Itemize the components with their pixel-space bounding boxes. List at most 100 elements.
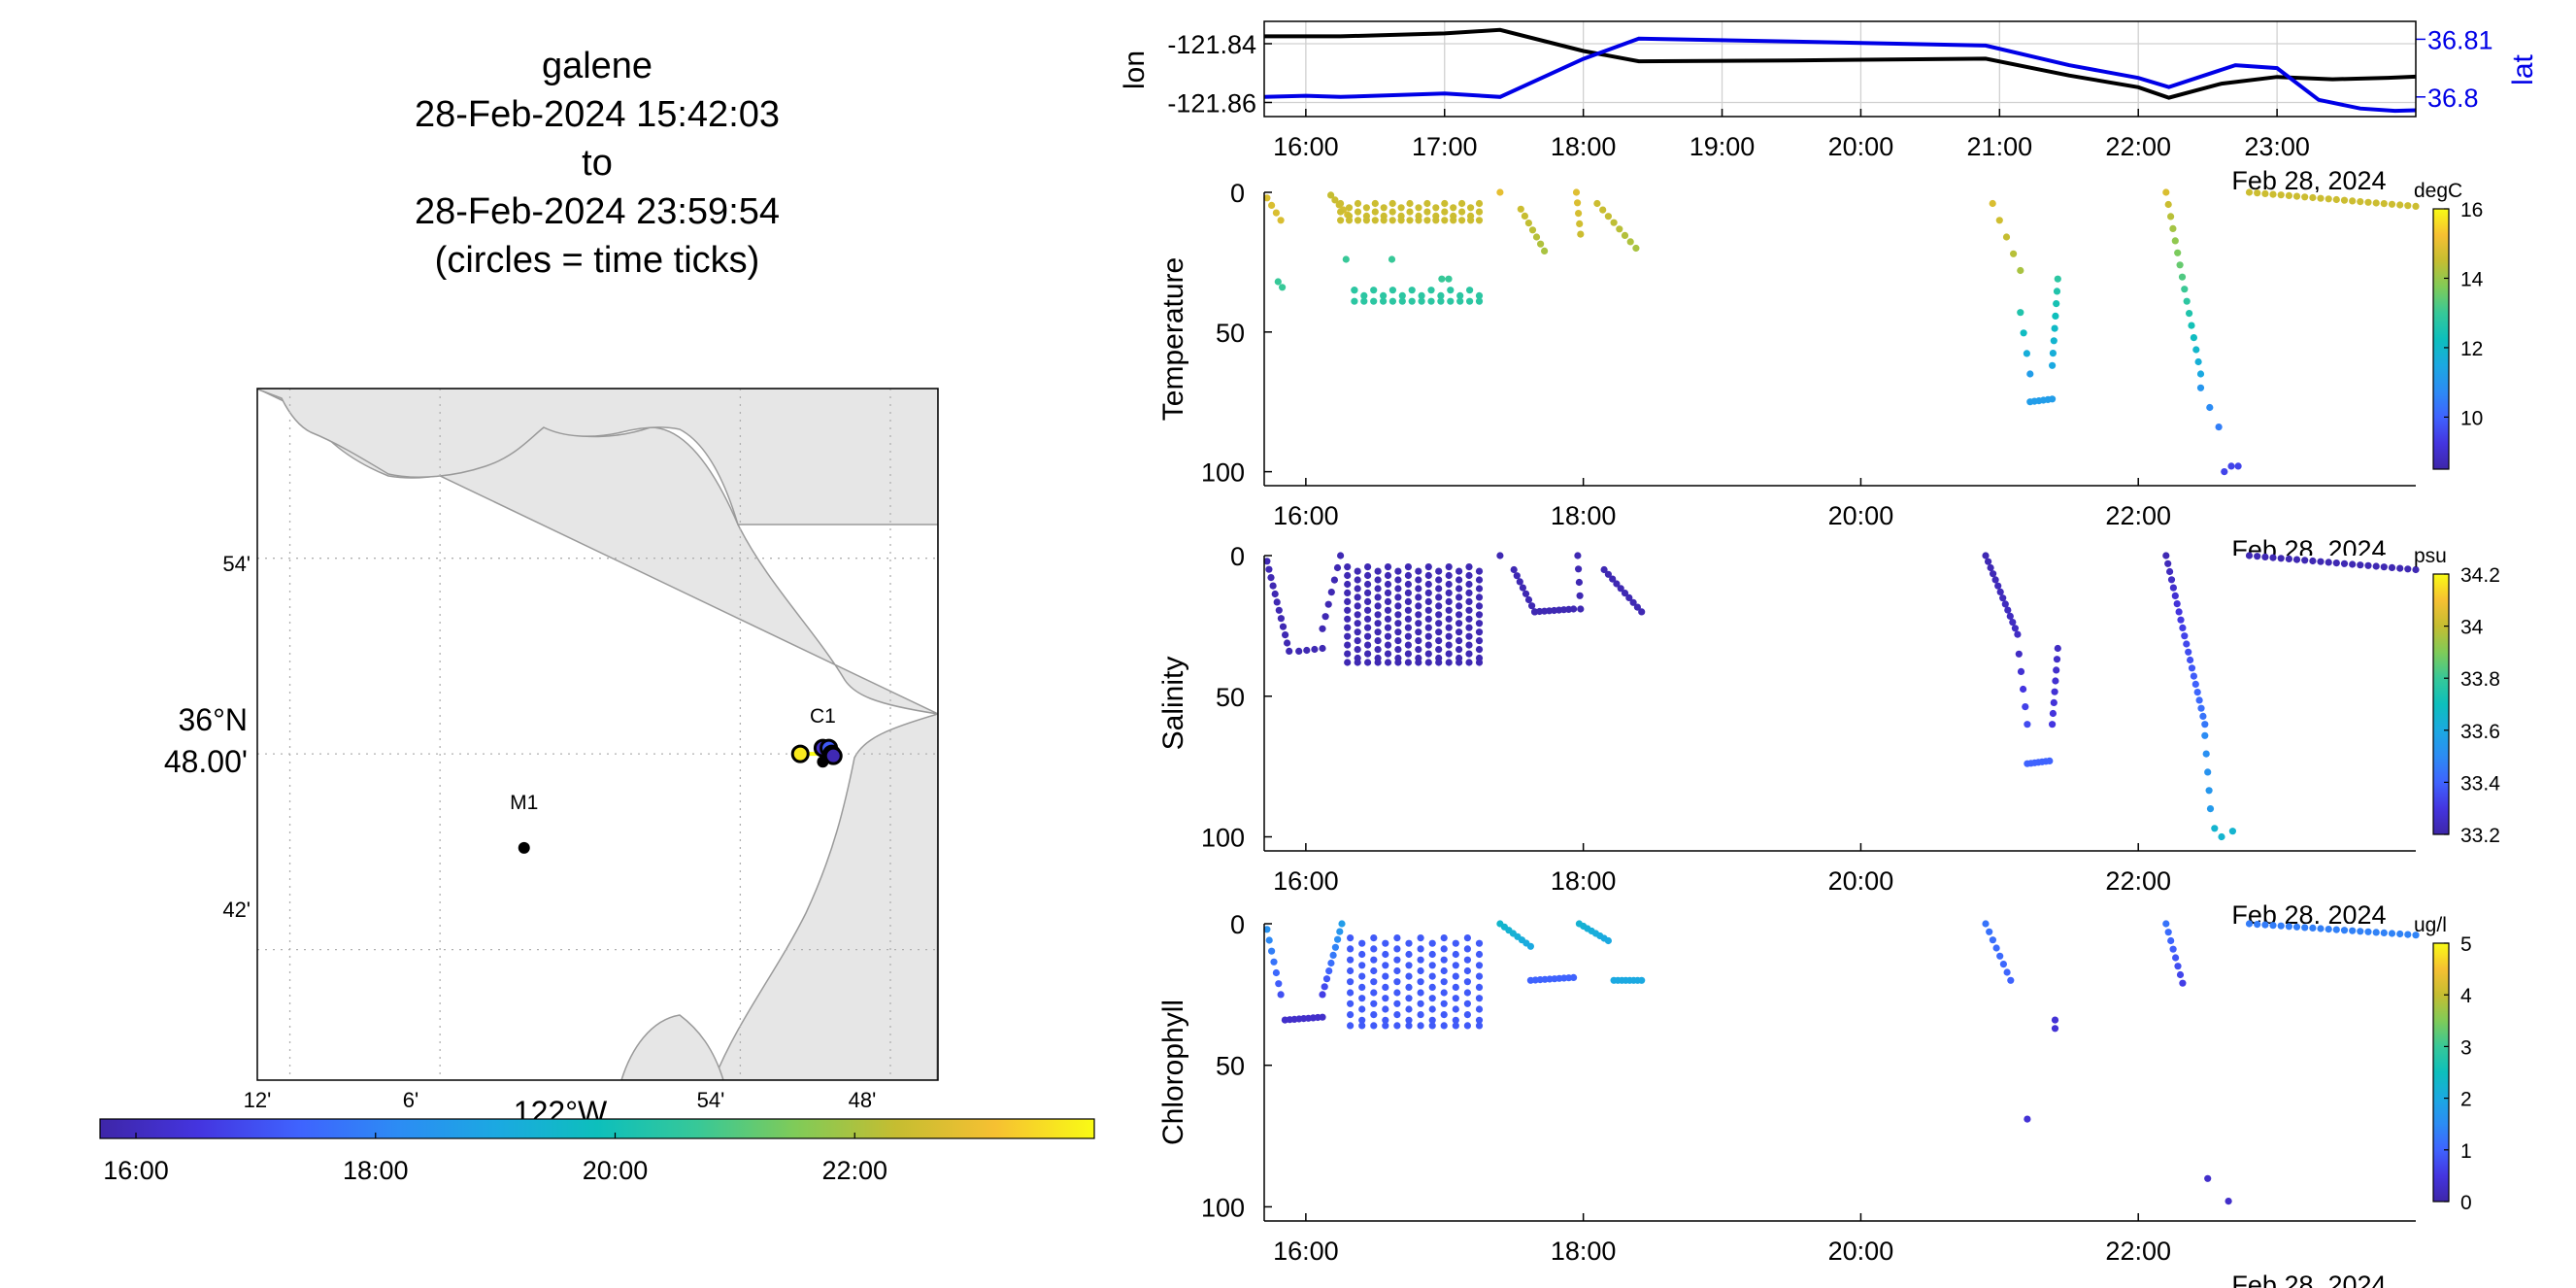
temperature-point xyxy=(1632,244,1640,253)
temperature-y-tick-label: 100 xyxy=(1201,458,1245,488)
chlorophyll-point xyxy=(1370,989,1378,997)
salinity-point xyxy=(1344,615,1352,623)
temperature-point xyxy=(1279,284,1287,291)
chlorophyll-point xyxy=(1452,962,1459,969)
salinity-point xyxy=(1519,584,1526,592)
salinity-point xyxy=(1465,650,1473,658)
salinity-point xyxy=(2171,592,2179,600)
salinity-point xyxy=(1394,659,1402,666)
salinity-point xyxy=(1575,565,1583,573)
temperature-point xyxy=(1272,209,1280,217)
chlorophyll-point xyxy=(1463,1011,1471,1019)
temperature-point xyxy=(1388,217,1396,224)
chlorophyll-point xyxy=(1405,1016,1413,1024)
chlorophyll-point xyxy=(1417,956,1424,964)
temperature-point xyxy=(1345,204,1354,212)
salinity-point xyxy=(1475,576,1484,584)
salinity-point xyxy=(1445,580,1453,589)
map-x-tick-6: 6' xyxy=(403,1088,418,1112)
temperature-point xyxy=(1397,217,1405,224)
chlorophyll-point xyxy=(1347,966,1355,975)
chlorophyll-point xyxy=(2269,922,2277,930)
temperature-point xyxy=(1370,287,1378,294)
temperature-point xyxy=(1354,199,1362,208)
chlorophyll-point xyxy=(2380,929,2388,937)
salinity-point xyxy=(1415,646,1422,654)
temperature-point xyxy=(1467,204,1475,212)
chlorophyll-point xyxy=(1321,983,1328,991)
temperature-point xyxy=(1610,219,1618,226)
salinity-point xyxy=(1415,637,1422,645)
chlorophyll-point xyxy=(1358,995,1366,1002)
chlorophyll-point xyxy=(1428,950,1436,959)
chlorophyll-point xyxy=(1986,928,1993,935)
map-station-m1 xyxy=(518,841,530,854)
temperature-point xyxy=(2171,237,2179,245)
temperature-point xyxy=(2388,200,2396,208)
temperature-x-tick-label: 16:00 xyxy=(1273,501,1339,530)
salinity-point xyxy=(2380,563,2388,571)
chlorophyll-point xyxy=(2204,1174,2212,1182)
salinity-point xyxy=(1424,580,1432,589)
salinity-point xyxy=(2218,832,2225,841)
temperature-x-tick-label: 22:00 xyxy=(2105,501,2171,530)
temperature-point xyxy=(2049,350,2057,357)
salinity-point xyxy=(1465,597,1473,606)
temperature-point xyxy=(1345,217,1354,224)
salinity-point xyxy=(1344,589,1352,597)
temperature-colorbar-label: 14 xyxy=(2460,268,2484,290)
chlorophyll-y-tick-label: 100 xyxy=(1201,1193,1245,1222)
salinity-point xyxy=(1576,592,1584,599)
salinity-point xyxy=(1374,637,1382,645)
salinity-point xyxy=(1475,637,1484,645)
temperature-point xyxy=(2380,200,2388,208)
chlorophyll-point xyxy=(2325,926,2332,933)
salinity-point xyxy=(2004,606,2012,614)
salinity-point xyxy=(1354,646,1361,654)
chlorophyll-point xyxy=(1393,956,1401,964)
temperature-point xyxy=(1388,199,1396,208)
temperature-point xyxy=(1467,217,1475,224)
salinity-point xyxy=(1354,567,1361,575)
chlorophyll-point xyxy=(1475,972,1484,980)
chlorophyll-point xyxy=(1452,995,1459,1002)
chlorophyll-point xyxy=(1475,1022,1484,1030)
salinity-point xyxy=(2049,721,2057,729)
salinity-point xyxy=(1364,659,1372,666)
salinity-point xyxy=(1424,589,1432,597)
salinity-point xyxy=(1404,659,1412,666)
chlorophyll-colorbar-label: 1 xyxy=(2460,1140,2472,1163)
position-ylabel-left: lon xyxy=(1119,51,1151,89)
temperature-point xyxy=(1351,287,1358,294)
temperature-chart: 16:00 18:00 20:00 22:00050100TemperatureFeb… xyxy=(1157,179,2484,564)
chlorophyll-point xyxy=(1329,951,1337,960)
temperature-x-tick-label: 18:00 xyxy=(1551,501,1617,530)
chlorophyll-point xyxy=(2172,954,2180,962)
salinity-point xyxy=(1319,625,1326,632)
chlorophyll-point xyxy=(1638,976,1646,984)
temperature-point xyxy=(1437,297,1445,305)
temperature-point xyxy=(2254,189,2261,197)
salinity-point xyxy=(1613,580,1621,588)
chlorophyll-point xyxy=(1370,966,1378,975)
salinity-point xyxy=(1435,611,1443,619)
salinity-point xyxy=(1996,588,2004,596)
salinity-point xyxy=(1374,602,1382,610)
salinity-colorbar-label: 34.2 xyxy=(2460,564,2500,587)
salinity-point xyxy=(1394,620,1402,627)
chlorophyll-point xyxy=(1405,1005,1413,1013)
temperature-point xyxy=(2164,200,2172,209)
temperature-point xyxy=(1423,208,1431,216)
temperature-point xyxy=(2026,370,2034,378)
salinity-point xyxy=(2179,624,2187,632)
salinity-point xyxy=(2053,656,2061,663)
salinity-point xyxy=(1384,650,1392,658)
salinity-point xyxy=(2349,560,2357,568)
salinity-colorbar xyxy=(2432,573,2450,835)
salinity-point xyxy=(1475,628,1484,636)
temperature-point xyxy=(1441,217,1449,224)
chlorophyll-point xyxy=(1982,920,1990,928)
